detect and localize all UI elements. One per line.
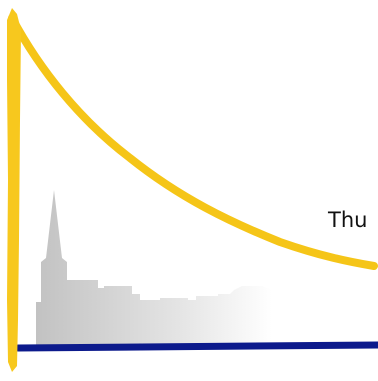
vertical-axis-bar [7,8,21,372]
decay-curve [8,14,378,270]
skyline-icon [36,190,272,345]
thu-label: Thu [328,208,368,232]
baseline-axis [14,341,378,352]
